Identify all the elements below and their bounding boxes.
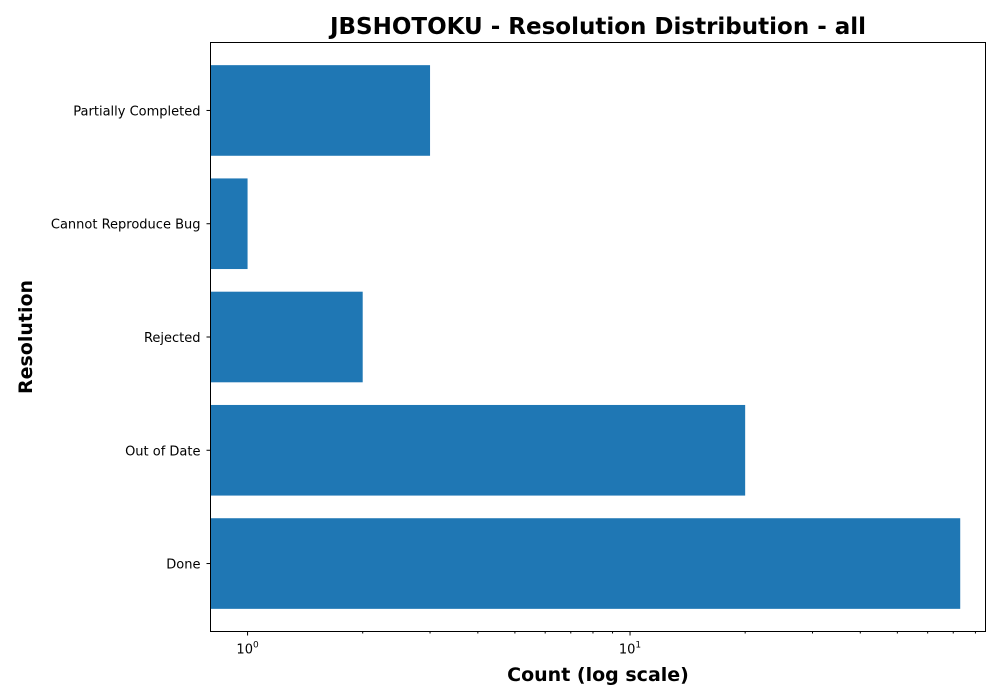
bar-rejected [210, 291, 363, 383]
bar-done [210, 518, 961, 609]
bar-cannot-reproduce-bug [210, 178, 248, 270]
y-axis-ticks: Done Out of Date Rejected Cannot Reproduce … [51, 104, 211, 573]
x-axis-ticks: 100 101 [236, 631, 976, 658]
bar-group [210, 65, 961, 609]
y-axis-label: Resolution [15, 280, 37, 394]
y-tick-label: Rejected [144, 331, 201, 346]
y-tick-label: Done [166, 558, 200, 573]
y-tick-label: Partially Completed [73, 104, 200, 119]
plot-frame [210, 42, 986, 632]
chart-title: JBSHOTOKU - Resolution Distribution - al… [328, 14, 866, 40]
bar-out-of-date [210, 404, 746, 496]
bar-partially-completed [210, 65, 431, 156]
x-tick-label: 101 [619, 641, 641, 658]
y-tick-label: Out of Date [125, 444, 200, 459]
x-tick-label: 100 [236, 641, 259, 658]
x-axis-label: Count (log scale) [507, 664, 689, 686]
y-tick-label: Cannot Reproduce Bug [51, 218, 201, 233]
